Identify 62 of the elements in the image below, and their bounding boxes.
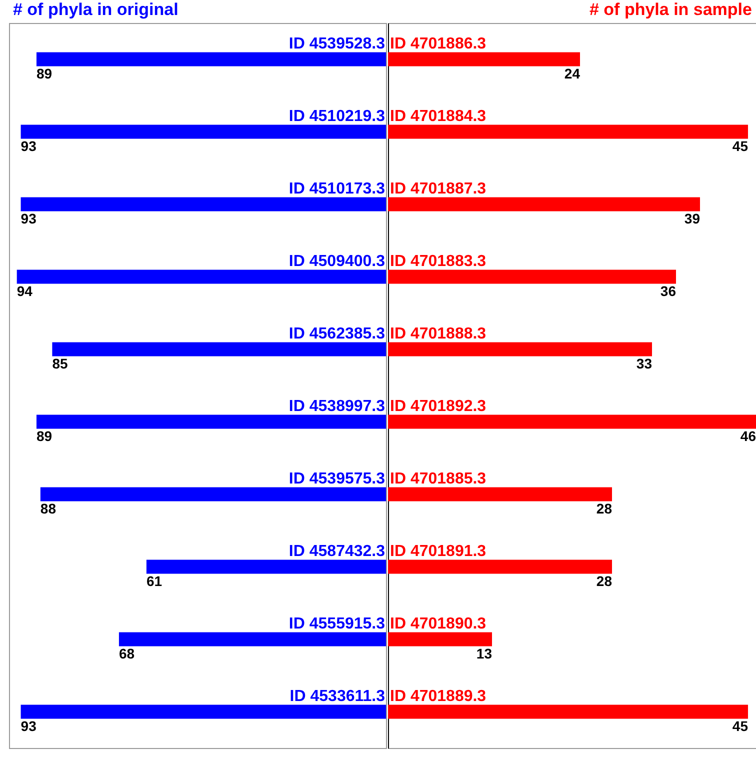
- bar: [16, 270, 386, 284]
- data-label: 93: [20, 210, 37, 226]
- chart-title: # of phyla in sample: [590, 0, 752, 19]
- data-label: 28: [596, 572, 612, 589]
- category-label: ID 4701890.3: [390, 615, 486, 632]
- category-label: ID 4701886.3: [390, 35, 486, 52]
- bar: [388, 560, 612, 574]
- category-label: ID 4701883.3: [390, 252, 486, 270]
- category-label: ID 4539528.3: [288, 35, 385, 52]
- data-label: 93: [20, 138, 37, 154]
- data-label: 89: [36, 428, 52, 444]
- data-label: 28: [596, 500, 612, 516]
- data-label: 88: [40, 500, 56, 516]
- data-label: 94: [16, 282, 33, 299]
- bar: [36, 414, 386, 429]
- bar: [52, 342, 386, 356]
- bar: [40, 487, 386, 502]
- category-label: ID 4555915.3: [288, 615, 385, 632]
- bar: [388, 342, 652, 356]
- bar: [388, 124, 748, 139]
- category-label: ID 4701887.3: [390, 180, 486, 198]
- category-label: ID 4539575.3: [288, 470, 385, 488]
- bar: [388, 487, 612, 502]
- category-label: ID 4587432.3: [288, 542, 385, 560]
- data-label: 24: [564, 65, 580, 82]
- category-label: ID 4701884.3: [390, 108, 486, 125]
- category-label: ID 4509400.3: [288, 252, 385, 270]
- bar: [36, 52, 386, 66]
- data-label: 33: [636, 355, 652, 372]
- data-label: 93: [20, 718, 37, 734]
- category-label: ID 4701891.3: [390, 542, 486, 560]
- data-label: 45: [732, 138, 748, 154]
- data-label: 68: [118, 645, 135, 662]
- bar: [388, 270, 676, 284]
- data-label: 13: [476, 645, 492, 662]
- category-label: ID 4562385.3: [288, 325, 385, 342]
- category-label: ID 4701889.3: [390, 688, 486, 705]
- bar: [20, 704, 386, 719]
- bar: [146, 560, 386, 574]
- bar: [388, 704, 748, 719]
- category-label: ID 4510219.3: [288, 108, 385, 125]
- bar: [388, 632, 492, 646]
- bar: [388, 52, 580, 66]
- category-label: ID 4701885.3: [390, 470, 486, 488]
- category-label: ID 4701888.3: [390, 325, 486, 342]
- data-label: 61: [146, 572, 162, 589]
- category-label: ID 4701892.3: [390, 398, 486, 415]
- data-label: 85: [52, 355, 68, 372]
- data-label: 39: [684, 210, 700, 226]
- category-label: ID 4510173.3: [288, 180, 385, 198]
- bar: [388, 197, 700, 212]
- chart-title: # of phyla in original: [13, 0, 178, 19]
- data-label: 89: [36, 65, 52, 82]
- data-label: 46: [740, 428, 756, 444]
- category-label: ID 4538997.3: [288, 398, 385, 415]
- bar: [20, 124, 386, 139]
- data-label: 36: [660, 282, 676, 299]
- bar: [20, 197, 386, 212]
- bar: [388, 414, 756, 429]
- data-label: 45: [732, 718, 748, 734]
- bar: [118, 632, 386, 646]
- category-label: ID 4533611.3: [290, 688, 385, 705]
